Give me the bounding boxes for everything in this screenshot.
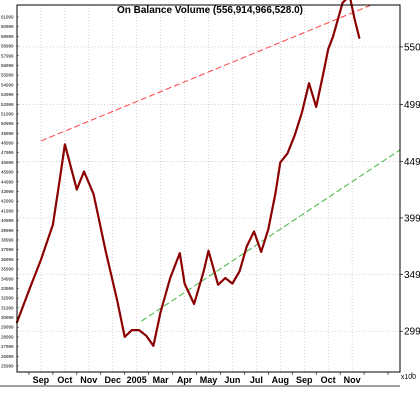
plot-frame: [16, 4, 401, 373]
left-tick-label: 45999: [1, 170, 14, 175]
left-tick-label: 44999: [1, 179, 14, 184]
left-tick-label: 47999: [1, 150, 14, 155]
left-tick-label: 60999: [1, 24, 14, 29]
x-tick-label: Nov: [80, 375, 97, 385]
y-unit-label: x100: [401, 374, 416, 381]
right-tick-label: 449: [404, 157, 420, 168]
left-tick-label: 42999: [1, 199, 14, 204]
left-tick-label: 27999: [1, 344, 14, 349]
x-tick-label: Apr: [177, 375, 193, 385]
right-tick-label: 550: [404, 42, 420, 53]
left-tick-label: 52999: [1, 102, 14, 107]
x-tick-label: Oct: [321, 375, 336, 385]
left-tick-label: 56999: [1, 63, 14, 68]
x-tick-label: May: [200, 375, 218, 385]
left-tick-label: 50999: [1, 121, 14, 126]
obv-series-line: [15, 0, 361, 347]
series-layer: [15, 0, 361, 347]
left-tick-label: 55999: [1, 73, 14, 78]
x-axis: Sep Oct Nov Dec 2005 Mar Apr May Jun Jul Aug Sep Oct…: [28, 372, 413, 385]
trendline: [141, 149, 401, 322]
x-tick-label: 2005: [127, 375, 147, 385]
trendline-layer: [40, 4, 401, 322]
left-tick-label: 53999: [1, 92, 14, 97]
x-tick-label: Nov: [344, 375, 361, 385]
left-tick-label: 40999: [1, 218, 14, 223]
grid-layer: [17, 5, 400, 372]
right-tick-label: 349: [404, 270, 420, 281]
right-tick-label: 399: [404, 213, 420, 224]
left-tick-label: 58999: [1, 44, 14, 49]
x-tick-label: Jun: [224, 375, 240, 385]
left-tick-label: 57999: [1, 53, 14, 58]
left-tick-label: 30999: [1, 315, 14, 320]
left-tick-label: 46999: [1, 160, 14, 165]
left-tick-label: 25999: [1, 364, 14, 369]
right-tick-label: 499: [404, 100, 420, 111]
right-tick-label: 299: [404, 327, 420, 338]
frame-layer: [0, 4, 401, 387]
right-axis: 550 499 449 399 349 299: [400, 42, 420, 338]
x-tick-label: Sep: [296, 375, 313, 385]
x-tick-label: Jul: [250, 375, 263, 385]
x-tick-label: Mar: [153, 375, 170, 385]
x-tick-label: Aug: [272, 375, 290, 385]
left-tick-label: 61999: [1, 15, 14, 20]
left-tick-label: 37999: [1, 247, 14, 252]
left-tick-label: 34999: [1, 276, 14, 281]
chart-title: On Balance Volume (556,914,966,528.0): [117, 5, 303, 16]
left-tick-label: 59999: [1, 34, 14, 39]
left-axis: 61999 60999 59999 58999 57999 56999 55999 54999…: [1, 15, 19, 369]
left-tick-label: 29999: [1, 325, 14, 330]
left-tick-label: 51999: [1, 111, 14, 116]
left-tick-label: 35999: [1, 267, 14, 272]
trendline: [40, 4, 372, 142]
left-tick-label: 26999: [1, 354, 14, 359]
x-tick-label: Sep: [33, 375, 50, 385]
left-tick-label: 39999: [1, 228, 14, 233]
left-tick-label: 38999: [1, 237, 14, 242]
x-tick-label: Dec: [104, 375, 121, 385]
left-tick-label: 49999: [1, 131, 14, 136]
left-tick-label: 33999: [1, 286, 14, 291]
x-tick-label: Oct: [57, 375, 72, 385]
left-tick-label: 32999: [1, 296, 14, 301]
left-tick-label: 48999: [1, 141, 14, 146]
left-tick-label: 31999: [1, 305, 14, 310]
left-tick-label: 43999: [1, 189, 14, 194]
left-tick-label: 41999: [1, 208, 14, 213]
left-tick-label: 28999: [1, 334, 14, 339]
left-tick-label: 36999: [1, 257, 14, 262]
left-tick-label: 54999: [1, 82, 14, 87]
